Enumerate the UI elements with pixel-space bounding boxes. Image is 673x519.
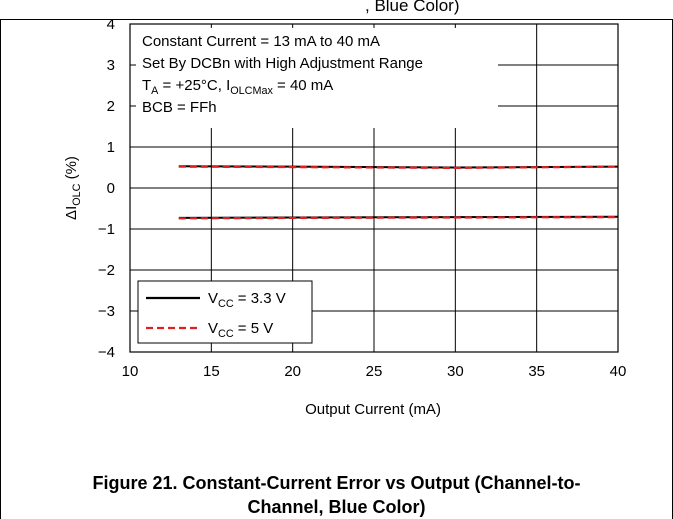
series-1-line-0	[178, 165, 619, 170]
x-tick-label: 40	[610, 363, 627, 380]
x-tick-label: 20	[284, 363, 301, 380]
x-tick-label: 25	[366, 363, 383, 380]
legend-label-0-part: CC	[218, 298, 234, 310]
annotation-line-2-part: T	[142, 77, 151, 94]
x-tick-label: 10	[122, 363, 139, 380]
y-tick-label: 2	[107, 98, 115, 115]
y-tick-label: 0	[107, 180, 115, 197]
annotation-line-2-part: = 40 mA	[273, 77, 333, 94]
caption-line-2: Channel, Blue Color)	[247, 497, 426, 517]
legend-label-1: VCC = 5 V	[208, 320, 273, 340]
x-tick-label: 35	[528, 363, 545, 380]
annotation-line-0: Constant Current = 13 mA to 40 mA	[142, 33, 380, 50]
y-tick-label: 1	[107, 139, 115, 156]
annotation-line-2-part: A	[151, 85, 159, 97]
y-axis-label: ΔIOLC (%)	[63, 156, 83, 220]
annotation-line-2-part: OLCMax	[230, 85, 273, 97]
figure-caption: Figure 21. Constant-Current Error vs Out…	[30, 471, 643, 519]
y-axis-label-group: ΔIOLC (%)	[63, 156, 83, 220]
x-tick-label: 30	[447, 363, 464, 380]
y-tick-label: −3	[98, 303, 115, 320]
series-0-line-0	[178, 165, 619, 169]
chart: , Blue Color) 10 15 20 25 30 35 4043210−1−2−3−…	[63, 0, 626, 418]
series-1-line-1	[178, 216, 619, 220]
top-rule	[0, 19, 673, 20]
y-tick-label: 3	[107, 57, 115, 74]
legend-label-1-part: = 5 V	[234, 320, 274, 337]
x-tick-label: 15	[203, 363, 220, 380]
legend-label-0-part: = 3.3 V	[234, 290, 286, 307]
annotation-line-2-part: = +25°C, I	[158, 77, 230, 94]
y-tick-label: −4	[98, 344, 115, 361]
legend-label-1-part: V	[208, 320, 218, 337]
caption-line-1: Figure 21. Constant-Current Error vs Out…	[92, 473, 581, 493]
plot-border	[129, 23, 619, 353]
left-rule	[0, 19, 1, 519]
y-axis-label-text-part: ΔI	[63, 206, 80, 220]
y-tick-label: 4	[107, 16, 115, 33]
y-tick-label: −2	[98, 262, 115, 279]
y-tick-label: −1	[98, 221, 115, 238]
annotation-line-2: TA = +25°C, IOLCMax = 40 mA	[142, 77, 333, 97]
series-lines	[178, 165, 619, 220]
annotation-background	[136, 28, 498, 128]
annotation-box: Constant Current = 13 mA to 40 mA Set By …	[136, 28, 498, 128]
header-fragment: , Blue Color)	[365, 0, 459, 15]
legend-label-0: VCC = 3.3 V	[208, 290, 286, 310]
annotation-line-1: Set By DCBn with High Adjustment Range	[142, 55, 423, 72]
plot-frame	[129, 23, 619, 353]
annotation-line-3: BCB = FFh	[142, 99, 217, 116]
legend-box	[137, 280, 313, 344]
y-axis-label-text: ΔIOLC (%)	[63, 156, 83, 220]
y-axis-label-text-part: OLC	[71, 183, 83, 205]
x-axis-label: Output Current (mA)	[305, 401, 441, 418]
legend-label-0-part: V	[208, 290, 218, 307]
legend-label-1-part: CC	[218, 328, 234, 340]
series-0-line-1	[178, 215, 619, 219]
y-axis-label-text-part: (%)	[63, 156, 80, 184]
